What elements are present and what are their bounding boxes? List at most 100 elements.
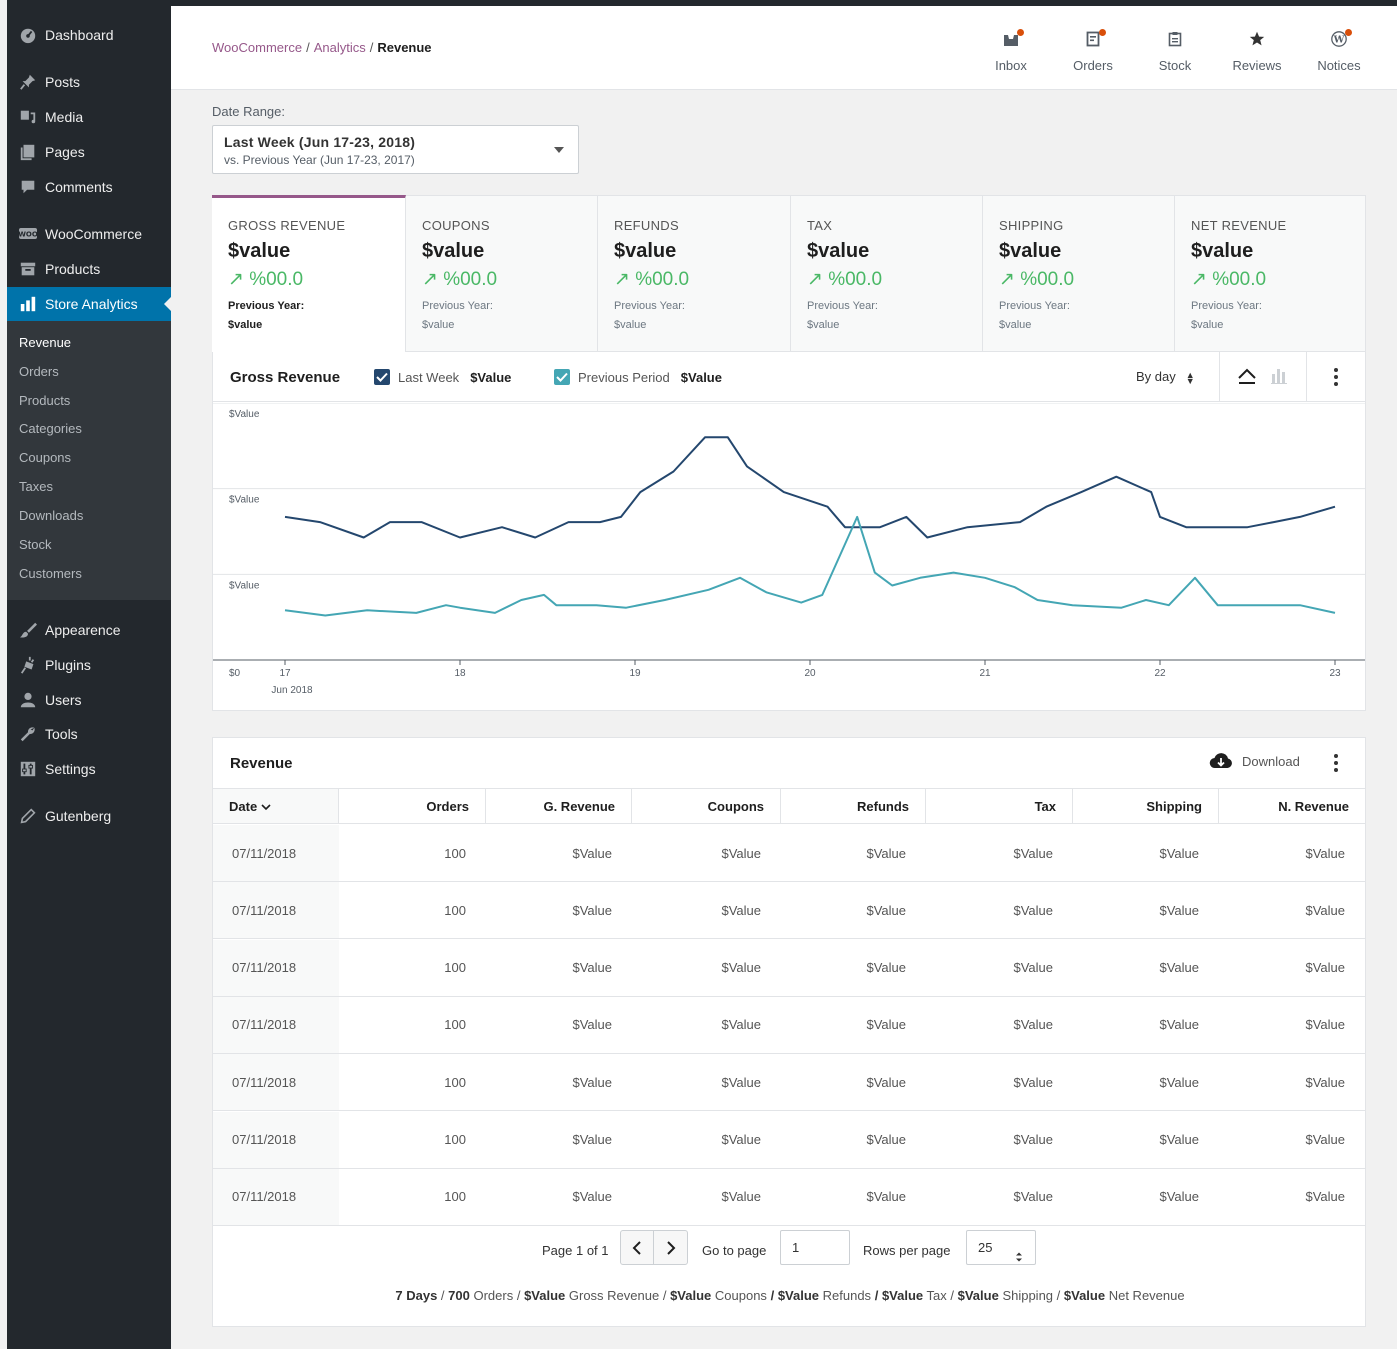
- summary-previous-value: $value: [614, 319, 647, 331]
- column-header-gross-revenue[interactable]: G. Revenue: [486, 789, 632, 823]
- media-icon: [16, 108, 40, 126]
- table-cell-coupons: $Value: [721, 1017, 761, 1033]
- wrench-icon: [16, 725, 40, 743]
- sidebar-item-users[interactable]: Users: [7, 683, 171, 717]
- star-icon: [1249, 31, 1265, 46]
- sidebar-item-posts[interactable]: Posts: [7, 65, 171, 99]
- summary-tax[interactable]: TAX $value ↗ %00.0 Previous Year: $value: [791, 196, 983, 351]
- header-inbox-button[interactable]: Inbox: [971, 28, 1051, 73]
- summary-shipping[interactable]: SHIPPING $value ↗ %00.0 Previous Year: $…: [983, 196, 1175, 351]
- legend-previous-period[interactable]: Previous Period $Value: [554, 369, 722, 385]
- chart-more-options-button[interactable]: [1330, 367, 1342, 392]
- sidebar-item-media[interactable]: Media: [7, 100, 171, 134]
- summary-previous-label: Previous Year:: [228, 300, 305, 312]
- pin-icon: [16, 73, 40, 91]
- rows-per-page-select[interactable]: 25: [966, 1230, 1036, 1265]
- chevron-right-icon: [666, 1240, 675, 1255]
- table-cell-tax: $Value: [1013, 845, 1053, 861]
- table-cell-date: 07/11/2018: [213, 1168, 339, 1225]
- column-header-shipping[interactable]: Shipping: [1073, 789, 1219, 823]
- table-cell-coupons: $Value: [721, 1074, 761, 1090]
- rows-per-page-value: 25: [978, 1240, 993, 1255]
- next-page-button[interactable]: [654, 1231, 687, 1264]
- summary-gross-revenue[interactable]: GROSS REVENUE $value ↗ %00.0 Previous Ye…: [212, 195, 406, 352]
- column-header-label: G. Revenue: [543, 798, 615, 814]
- table-title: Revenue: [230, 755, 293, 772]
- sidebar-item-products[interactable]: Products: [7, 252, 171, 286]
- header-stock-button[interactable]: Stock: [1135, 28, 1215, 73]
- header-reviews-button[interactable]: Reviews: [1217, 28, 1297, 73]
- breadcrumb-woocommerce-link[interactable]: WooCommerce: [212, 40, 303, 55]
- column-header-label: Date: [229, 798, 258, 814]
- date-range-primary: Last Week (Jun 17-23, 2018): [224, 134, 416, 150]
- sidebar-item-gutenberg[interactable]: Gutenberg: [7, 799, 171, 833]
- sidebar-item-plugins[interactable]: Plugins: [7, 648, 171, 682]
- archive-icon: [16, 260, 40, 278]
- sidebar-item-woocommerce[interactable]: WOO WooCommerce: [7, 217, 171, 251]
- column-header-orders[interactable]: Orders: [339, 789, 486, 823]
- table-more-options-button[interactable]: [1330, 753, 1342, 778]
- submenu-item-products[interactable]: Products: [19, 393, 71, 408]
- header-notices-button[interactable]: W Notices: [1299, 28, 1379, 73]
- submenu-item-taxes[interactable]: Taxes: [19, 479, 53, 494]
- sidebar-item-tools[interactable]: Tools: [7, 717, 171, 751]
- submenu-item-customers[interactable]: Customers: [19, 566, 82, 581]
- table-row: 07/11/2018 100 $Value $Value $Value $Value $Va…: [213, 825, 1365, 882]
- submenu-item-revenue[interactable]: Revenue: [19, 335, 72, 350]
- table-cell-gross-revenue: $Value: [572, 1074, 612, 1090]
- header-orders-button[interactable]: Orders: [1053, 28, 1133, 73]
- sidebar-item-dashboard[interactable]: Dashboard: [7, 18, 171, 52]
- line-chart-toggle[interactable]: [1237, 365, 1257, 390]
- column-header-net-revenue[interactable]: N. Revenue: [1219, 789, 1365, 823]
- sidebar-item-label: Users: [45, 692, 82, 708]
- table-cell-shipping: $Value: [1159, 1017, 1199, 1033]
- legend-last-week[interactable]: Last Week $Value: [374, 369, 511, 385]
- orders-icon: [1086, 31, 1100, 47]
- summary-label: GROSS REVENUE: [228, 218, 346, 233]
- wordpress-icon: W: [1331, 31, 1347, 47]
- summary-numbers: GROSS REVENUE $value ↗ %00.0 Previous Ye…: [212, 195, 1366, 352]
- summary-previous-label: Previous Year:: [614, 300, 685, 312]
- sidebar-item-pages[interactable]: Pages: [7, 135, 171, 169]
- sidebar-item-store-analytics[interactable]: Store Analytics: [7, 287, 171, 321]
- summary-coupons[interactable]: COUPONS $value ↗ %00.0 Previous Year: $v…: [406, 196, 598, 351]
- sidebar-item-comments[interactable]: Comments: [7, 170, 171, 204]
- interval-select[interactable]: By day ▲ ▼: [1136, 369, 1195, 385]
- summary-label: COUPONS: [422, 218, 490, 233]
- submenu-item-downloads[interactable]: Downloads: [19, 508, 84, 523]
- submenu-item-orders[interactable]: Orders: [19, 364, 59, 379]
- date-range-picker[interactable]: Last Week (Jun 17-23, 2018) vs. Previous…: [212, 125, 579, 174]
- summary-delta: ↗ %00.0: [807, 269, 883, 290]
- previous-page-button[interactable]: [621, 1231, 655, 1264]
- sidebar-item-settings[interactable]: Settings: [7, 752, 171, 786]
- summary-value: $value: [614, 240, 677, 262]
- left-edge: [0, 0, 7, 1349]
- summary-net-revenue[interactable]: NET REVENUE $value ↗ %00.0 Previous Year…: [1175, 196, 1365, 351]
- column-header-coupons[interactable]: Coupons: [632, 789, 781, 823]
- table-cell-gross-revenue: $Value: [572, 1132, 612, 1147]
- summary-refunds[interactable]: REFUNDS $value ↗ %00.0 Previous Year: $v…: [598, 196, 791, 351]
- summary-value: $value: [422, 240, 485, 262]
- chevron-down-icon: [554, 147, 564, 153]
- breadcrumb: WooCommerce / Analytics / Revenue: [212, 40, 432, 55]
- summary-value: $value: [228, 240, 291, 262]
- submenu-item-stock[interactable]: Stock: [19, 537, 52, 552]
- table-cell-date: 07/11/2018: [213, 996, 339, 1053]
- line-chart-icon: [1238, 368, 1256, 384]
- column-header-date[interactable]: Date: [213, 789, 339, 823]
- download-button[interactable]: Download: [1209, 752, 1300, 770]
- table-header: Date Orders G. Revenue Coupons Refunds Tax Shi…: [213, 788, 1365, 824]
- go-to-page-input[interactable]: 1: [780, 1230, 850, 1265]
- bar-chart-toggle[interactable]: [1269, 365, 1289, 390]
- x-tick-label: 21: [979, 668, 991, 679]
- column-header-tax[interactable]: Tax: [926, 789, 1073, 823]
- column-header-refunds[interactable]: Refunds: [781, 789, 926, 823]
- submenu-item-coupons[interactable]: Coupons: [19, 450, 72, 465]
- table-cell-tax: $Value: [1013, 1132, 1053, 1147]
- submenu-item-categories[interactable]: Categories: [19, 421, 82, 436]
- column-header-label: Orders: [426, 798, 469, 814]
- breadcrumb-analytics-link[interactable]: Analytics: [313, 40, 366, 55]
- sidebar-item-label: Tools: [45, 726, 78, 742]
- table-cell-orders: 100: [444, 960, 466, 976]
- sidebar-item-appearance[interactable]: Appearence: [7, 613, 171, 647]
